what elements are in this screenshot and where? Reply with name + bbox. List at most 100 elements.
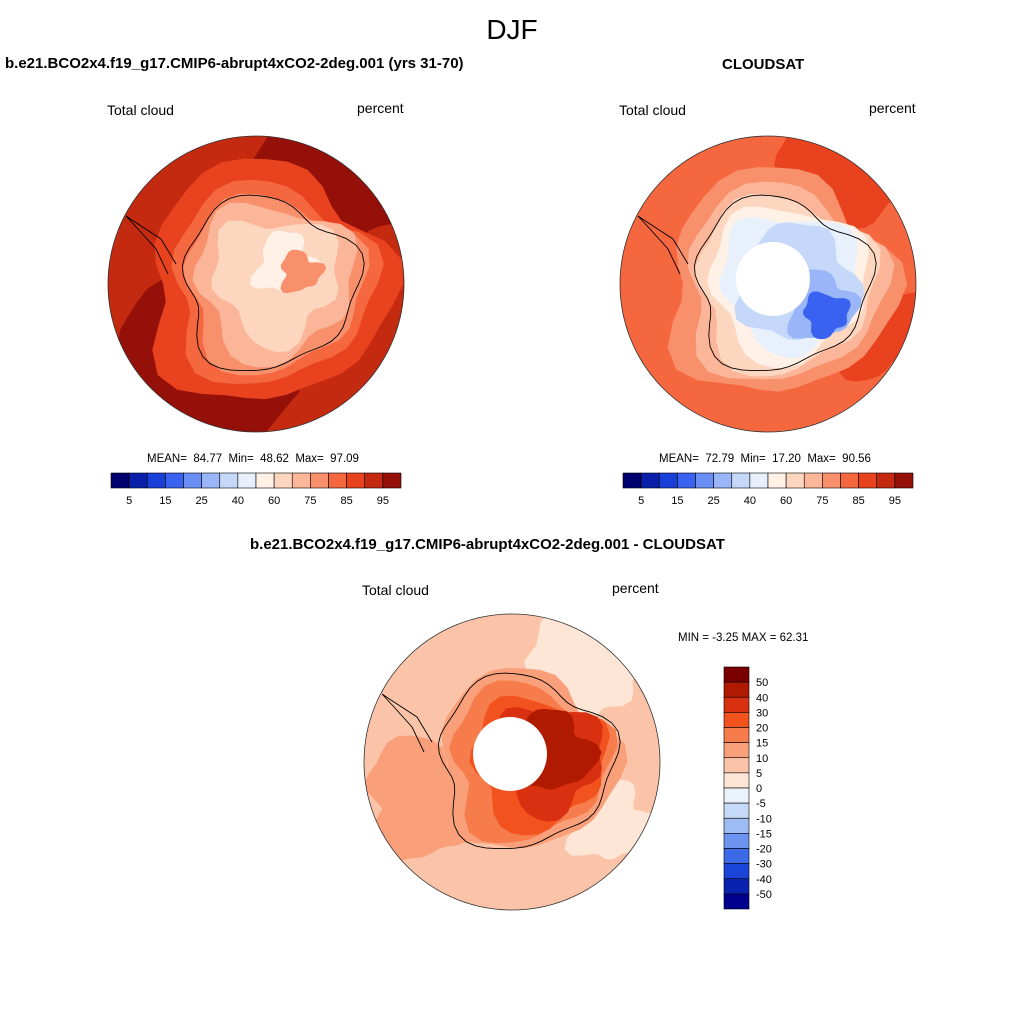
colorbar-swatch xyxy=(291,472,311,489)
colorbar-swatch xyxy=(723,681,750,698)
obs-stats: MEAN= 72.79 Min= 17.20 Max= 90.56 xyxy=(659,453,871,465)
colorbar-tick-label: 15 xyxy=(159,495,171,507)
contour-region xyxy=(280,249,327,294)
colorbar-swatch xyxy=(767,472,787,489)
colorbar-tick-label: 5 xyxy=(126,495,132,507)
colorbar-tick-label: -50 xyxy=(756,889,772,901)
colorbar-tick-label: 15 xyxy=(756,738,768,750)
colorbar-swatch xyxy=(695,472,714,489)
colorbar-swatch xyxy=(328,472,347,489)
colorbar-swatch xyxy=(677,472,696,489)
colorbar-swatch xyxy=(713,472,733,489)
diff-variable-label: Total cloud xyxy=(362,582,429,598)
colorbar-swatch xyxy=(640,472,660,489)
colorbar-swatch xyxy=(723,878,750,895)
diff-polar-map xyxy=(363,613,661,911)
colorbar-tick-label: -20 xyxy=(756,844,772,856)
antarctic-peninsula-coastline xyxy=(125,215,177,275)
colorbar-swatch xyxy=(723,757,750,774)
missing-data-region xyxy=(736,242,810,316)
colorbar-tick-label: 95 xyxy=(377,495,389,507)
colorbar-tick-label: 10 xyxy=(756,753,768,765)
colorbar-tick-label: 25 xyxy=(708,495,720,507)
colorbar-swatch xyxy=(165,472,184,489)
colorbar-tick-label: -40 xyxy=(756,874,772,886)
colorbar-tick-label: 5 xyxy=(638,495,644,507)
obs-mean-label: MEAN= xyxy=(659,453,699,465)
colorbar-swatch xyxy=(840,472,859,489)
colorbar-swatch xyxy=(723,817,750,834)
model-min-value: 48.62 xyxy=(260,453,289,465)
figure-title: DJF xyxy=(486,14,538,45)
colorbar-swatch xyxy=(723,772,750,789)
colorbar-tick-label: 95 xyxy=(889,495,901,507)
obs-min-label: Min= xyxy=(740,453,766,465)
colorbar-swatch xyxy=(876,472,896,489)
colorbar-swatch xyxy=(237,472,257,489)
colorbar-swatch xyxy=(723,727,750,743)
colorbar-swatch xyxy=(723,802,750,819)
colorbar-swatch xyxy=(723,742,750,759)
colorbar-tick-label: -15 xyxy=(756,828,772,840)
colorbar-swatch xyxy=(658,472,678,489)
colorbar-tick-label: 85 xyxy=(853,495,865,507)
colorbar-swatch xyxy=(219,472,239,489)
colorbar-tick-label: -30 xyxy=(756,859,772,871)
colorbar-swatch xyxy=(146,472,166,489)
diff-panel-title: b.e21.BCO2x4.f19_g17.CMIP6-abrupt4xCO2-2… xyxy=(250,536,725,553)
colorbar-swatch xyxy=(749,472,769,489)
colorbar-swatch xyxy=(346,472,366,489)
obs-units-label: percent xyxy=(869,100,916,116)
model-units-label: percent xyxy=(357,100,404,116)
obs-min-value: 17.20 xyxy=(772,453,801,465)
antarctica-coastline xyxy=(181,194,365,372)
colorbar-tick-label: 50 xyxy=(756,677,768,689)
colorbar-swatch xyxy=(273,472,293,489)
colorbar-tick-label: 60 xyxy=(268,495,280,507)
antarctica-coastline xyxy=(693,194,877,372)
colorbar-swatch xyxy=(723,787,750,804)
map-border xyxy=(107,135,405,433)
colorbar-tick-label: 25 xyxy=(196,495,208,507)
colorbar-tick-label: 75 xyxy=(304,495,316,507)
model-mean-label: MEAN= xyxy=(147,453,187,465)
colorbar-tick-label: 40 xyxy=(744,495,756,507)
model-colorbar: 5 15 25 40 60 75 85 95 xyxy=(110,472,402,507)
colorbar-swatch xyxy=(822,472,841,489)
model-polar-map xyxy=(107,135,405,433)
antarctic-peninsula-coastline xyxy=(637,215,689,275)
obs-panel-title: CLOUDSAT xyxy=(722,56,805,73)
model-variable-label: Total cloud xyxy=(107,102,174,118)
colorbar-tick-label: 5 xyxy=(756,768,762,780)
colorbar-swatch xyxy=(110,472,130,489)
model-panel-title: b.e21.BCO2x4.f19_g17.CMIP6-abrupt4xCO2-2… xyxy=(5,55,464,72)
colorbar-tick-label: -5 xyxy=(756,798,766,810)
colorbar-swatch xyxy=(382,472,402,489)
map-border xyxy=(619,135,917,433)
colorbar-tick-label: 0 xyxy=(756,783,762,795)
colorbar-tick-label: 15 xyxy=(671,495,683,507)
colorbar-swatch xyxy=(723,863,750,880)
colorbar-tick-label: 20 xyxy=(756,723,768,735)
model-min-label: Min= xyxy=(228,453,254,465)
colorbar-tick-label: 40 xyxy=(756,692,768,704)
colorbar-swatch xyxy=(128,472,148,489)
model-stats: MEAN= 84.77 Min= 48.62 Max= 97.09 xyxy=(147,453,359,465)
colorbar-swatch xyxy=(723,696,750,713)
obs-polar-map xyxy=(619,135,917,433)
missing-data-region xyxy=(473,717,547,791)
contour-field xyxy=(620,136,916,432)
model-max-value: 97.09 xyxy=(330,453,359,465)
contour-region xyxy=(802,291,851,340)
colorbar-tick-label: 85 xyxy=(341,495,353,507)
diff-units-label: percent xyxy=(612,580,659,596)
colorbar-swatch xyxy=(310,472,329,489)
obs-variable-label: Total cloud xyxy=(619,102,686,118)
model-max-label: Max= xyxy=(295,453,324,465)
colorbar-swatch xyxy=(894,472,914,489)
colorbar-tick-label: 75 xyxy=(816,495,828,507)
obs-max-label: Max= xyxy=(807,453,836,465)
contour-field xyxy=(364,614,660,910)
diff-stats: MIN = -3.25 MAX = 62.31 xyxy=(678,632,809,644)
